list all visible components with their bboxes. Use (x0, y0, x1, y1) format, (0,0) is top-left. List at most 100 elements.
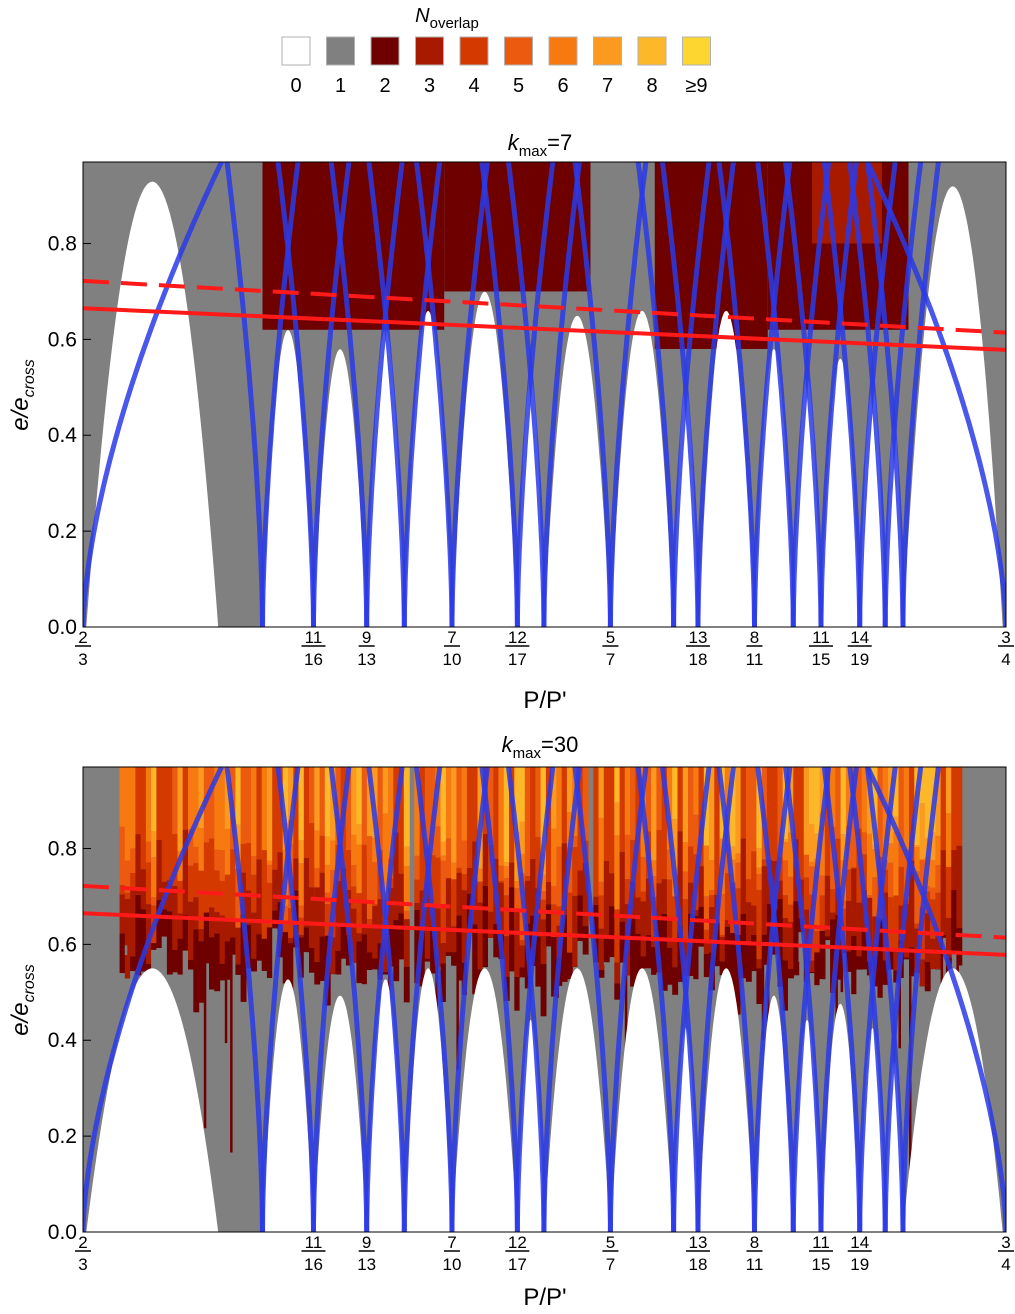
resonance-boundary (224, 767, 265, 1232)
overlap-stripe (782, 839, 789, 843)
overlap-stripe (124, 945, 128, 955)
overlap-stripe (503, 767, 510, 863)
overlap-stripe (666, 879, 673, 921)
overlap-stripe (614, 835, 621, 910)
overlap-stripe (635, 933, 642, 983)
overlap-stripe (582, 767, 589, 841)
overlap-stripe (445, 767, 452, 839)
overlap-stripe (682, 842, 689, 872)
overlap-stripe (266, 927, 273, 978)
resonance-boundary (865, 767, 906, 1232)
overlap-stripe (351, 908, 357, 963)
overlap-stripe (261, 767, 268, 855)
overlap-stripe (456, 980, 459, 1070)
overlap-stripe (335, 881, 342, 951)
overlap-stripe (903, 957, 910, 960)
overlap-stripe (624, 767, 631, 835)
overlap-stripe (861, 854, 868, 890)
overlap-stripe (772, 767, 779, 861)
overlap-stripe (956, 927, 963, 966)
resonance-boundary (882, 162, 924, 627)
overlap-stripe (640, 891, 647, 902)
overlap-stripe (509, 887, 515, 972)
overlap-stripe (519, 767, 526, 822)
overlap-stripe (340, 924, 347, 959)
legend-label: 8 (646, 75, 657, 97)
overlap-stripe (198, 767, 205, 829)
overlap-stripe (393, 919, 400, 982)
resonance-boundary (449, 767, 490, 1232)
overlap-stripe (524, 767, 531, 876)
x-tick-denominator: 16 (304, 1255, 323, 1274)
overlap-stripe (903, 959, 907, 1020)
x-tick-numerator: 9 (362, 628, 371, 647)
x-tick-numerator: 3 (1001, 628, 1010, 647)
overlap-stripe (603, 962, 607, 965)
overlap-stripe (435, 908, 442, 968)
overlap-stripe (224, 828, 231, 878)
overlap-stripe (577, 895, 584, 942)
overlap-stripe (188, 829, 194, 866)
legend-entry: 6 (548, 36, 578, 97)
overlap-stripe (293, 858, 300, 891)
resonance-boundary (635, 162, 677, 627)
resonance-boundary (755, 162, 796, 627)
unoverlapped-region (821, 358, 860, 627)
overlap-stripe (314, 961, 321, 985)
overlap-stripe (130, 767, 136, 849)
overlap-stripe (382, 971, 389, 975)
overlap-stripe (361, 934, 368, 985)
overlap-stripe (872, 767, 879, 845)
resonance-boundary (572, 767, 613, 1232)
overlap-stripe (156, 899, 163, 948)
overlap-stripe (951, 850, 958, 890)
x-tick-numerator: 7 (447, 1233, 456, 1252)
y-tick-label: 0.0 (48, 1221, 77, 1244)
overlap-stripe (435, 857, 442, 909)
x-tick-numerator: 12 (508, 1233, 527, 1252)
overlap-stripe (377, 899, 384, 944)
y-label-sub: cross (21, 964, 38, 1002)
overlap-stripe (461, 874, 468, 891)
overlap-stripe (609, 906, 615, 958)
overlap-stripe (330, 973, 336, 975)
overlap-stripe (751, 905, 758, 935)
overlap-stripe (245, 924, 252, 969)
panel-kmax-7: kmax=7 0.00.20.40.60.8 23111691371012175… (7, 130, 1014, 714)
overlap-stripe (419, 927, 426, 987)
overlap-stripe (440, 860, 447, 905)
legend-swatch (548, 36, 578, 66)
unoverlapped-region (885, 1060, 903, 1232)
overlap-stripe (256, 767, 263, 860)
overlap-stripe (372, 837, 379, 862)
legend-swatch (459, 36, 489, 66)
overlap-stripe (819, 895, 826, 946)
overlap-stripe (519, 945, 526, 968)
overlap-stripe (882, 960, 889, 985)
x-tick-numerator: 8 (750, 628, 759, 647)
overlap-stripe (540, 767, 547, 854)
overlap-stripe (788, 978, 791, 1145)
panel-kmax-30: kmax=30 0.00.20.40.60.8 2311169137101217… (7, 732, 1014, 1311)
resonance-boundary (695, 162, 736, 627)
overlap-stripe (414, 902, 421, 910)
overlap-stripe (909, 947, 915, 977)
resonance-boundary (479, 767, 520, 1232)
overlap-stripe (645, 767, 652, 832)
x-tick-numerator: 13 (689, 628, 708, 647)
overlap-stripe (761, 866, 768, 935)
legend-entry: 0 (281, 36, 311, 97)
overlap-stripe (277, 852, 284, 903)
overlap-stripe (703, 953, 710, 978)
overlap-stripe (645, 935, 652, 969)
overlap-stripe (230, 919, 236, 938)
overlap-stripe (477, 882, 484, 903)
overlap-stripe (682, 938, 689, 976)
overlap-stripe (645, 878, 652, 936)
overlap-stripe (203, 767, 210, 843)
overlap-stripe (703, 929, 710, 943)
overlap-stripe (593, 767, 600, 897)
overlap-stripe (193, 897, 200, 930)
overlap-stripe (888, 862, 894, 898)
panel-title-rest: =30 (541, 732, 578, 757)
